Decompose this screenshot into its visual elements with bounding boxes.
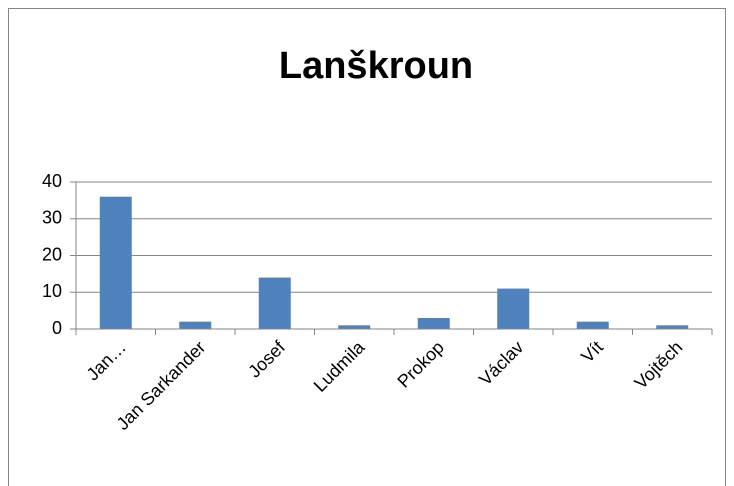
bar bbox=[338, 325, 371, 329]
bar bbox=[258, 277, 291, 329]
bar bbox=[179, 321, 212, 329]
y-tick-label: 10 bbox=[42, 281, 62, 301]
y-tick-label: 20 bbox=[42, 244, 62, 264]
bar bbox=[576, 321, 609, 329]
y-tick-label: 30 bbox=[42, 208, 62, 228]
bar bbox=[99, 196, 132, 329]
bar bbox=[497, 288, 530, 329]
chart-title: Lanškroun bbox=[279, 45, 473, 87]
bar bbox=[656, 325, 689, 329]
y-tick-label: 40 bbox=[42, 171, 62, 191]
y-tick-label: 0 bbox=[52, 318, 62, 338]
bar bbox=[417, 317, 450, 329]
